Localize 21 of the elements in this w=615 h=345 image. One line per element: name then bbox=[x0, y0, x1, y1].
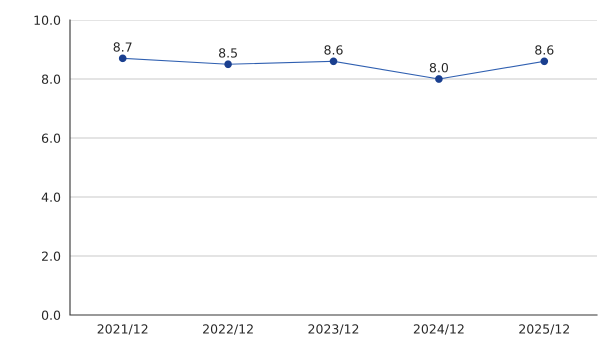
data-label: 8.6 bbox=[535, 45, 554, 55]
x-tick-label: 2022/12 bbox=[203, 324, 253, 335]
y-tick-label: 0.0 bbox=[42, 310, 60, 320]
x-tick-label: 2025/12 bbox=[519, 324, 570, 335]
point bbox=[118, 54, 127, 62]
data-label: 8.0 bbox=[430, 62, 448, 72]
y-tick-label: 2.0 bbox=[42, 251, 60, 261]
point bbox=[330, 57, 338, 66]
point bbox=[435, 75, 443, 83]
x-tick-label: 2021/12 bbox=[98, 324, 148, 335]
y-tick-label: 6.0 bbox=[42, 133, 60, 143]
point bbox=[540, 57, 548, 66]
data-label: 8.6 bbox=[324, 45, 343, 55]
data-label: 8.7 bbox=[114, 42, 132, 52]
y-tick-label: 8.0 bbox=[42, 74, 60, 84]
x-tick-label: 2023/12 bbox=[308, 324, 358, 335]
y-tick-label: 10.0 bbox=[34, 15, 60, 25]
point bbox=[224, 60, 232, 68]
y-tick-label: 4.0 bbox=[42, 192, 60, 202]
x-tick-label: 2024/12 bbox=[414, 324, 464, 335]
data-label: 8.5 bbox=[219, 48, 237, 58]
